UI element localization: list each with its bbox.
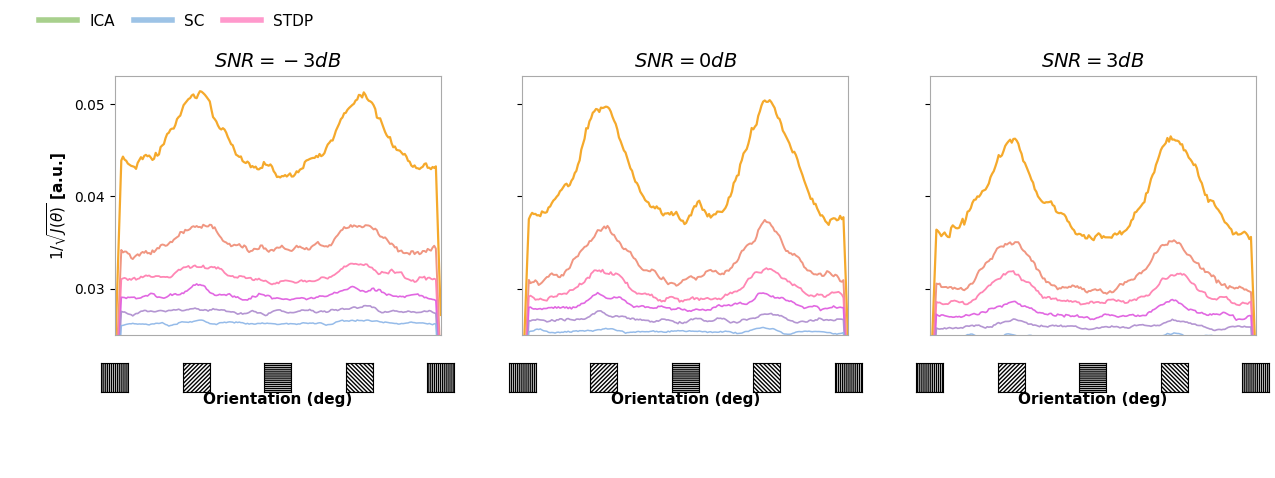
Title: $SNR = -3dB$: $SNR = -3dB$ <box>214 52 342 71</box>
Title: $SNR = 3dB$: $SNR = 3dB$ <box>1042 52 1145 71</box>
Y-axis label: $1/\sqrt{J(\theta)}$ [a.u.]: $1/\sqrt{J(\theta)}$ [a.u.] <box>45 152 69 260</box>
Title: $SNR = 0dB$: $SNR = 0dB$ <box>634 52 737 71</box>
X-axis label: Orientation (deg): Orientation (deg) <box>1019 392 1168 407</box>
X-axis label: Orientation (deg): Orientation (deg) <box>203 392 352 407</box>
X-axis label: Orientation (deg): Orientation (deg) <box>611 392 760 407</box>
Legend: ICA, SC, STDP: ICA, SC, STDP <box>33 8 319 35</box>
